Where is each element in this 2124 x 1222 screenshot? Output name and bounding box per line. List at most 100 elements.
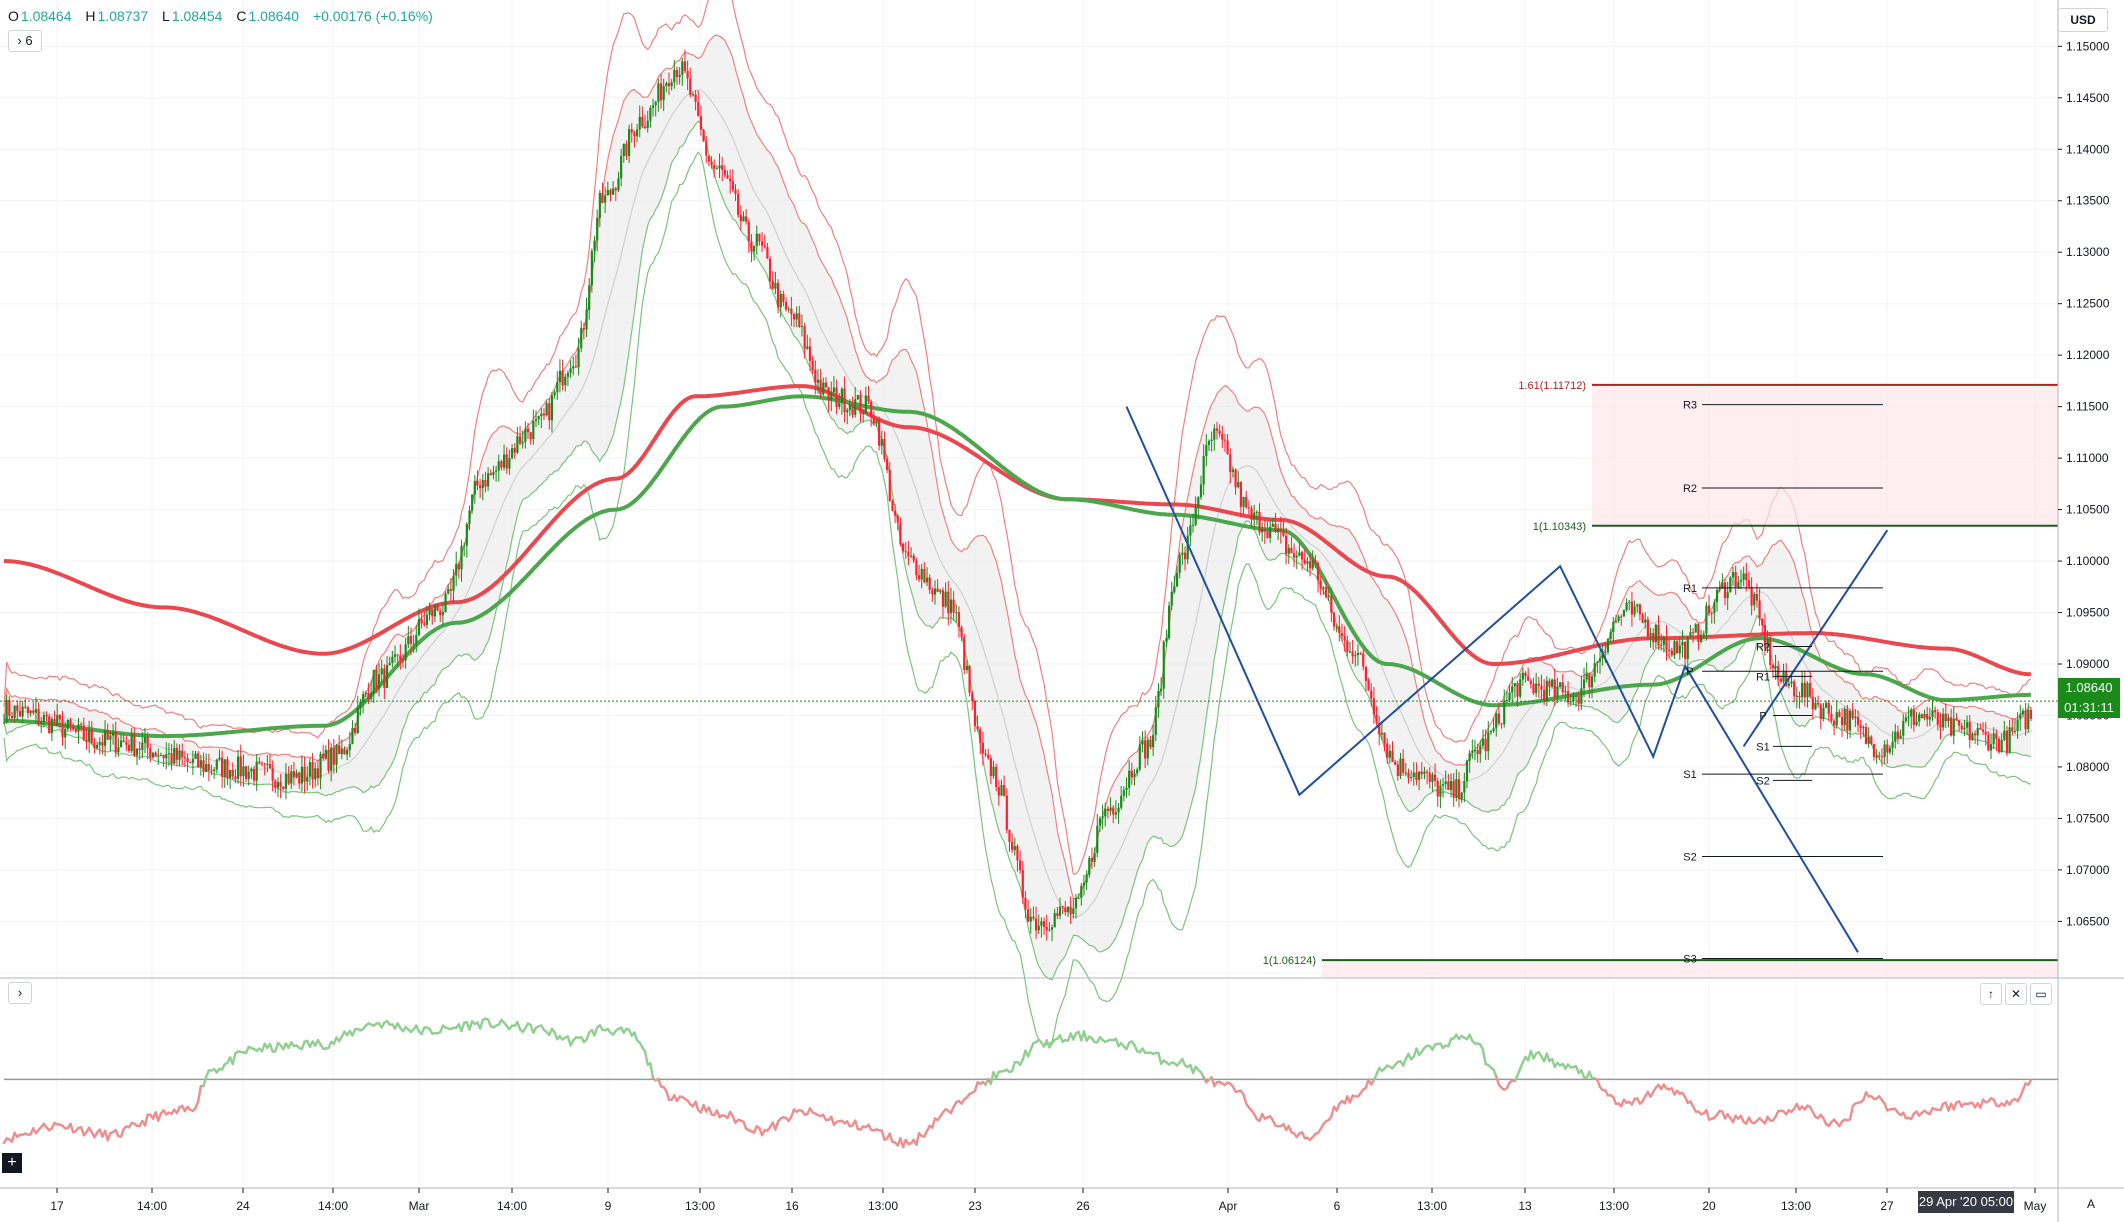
candle (497, 454, 500, 482)
candle (487, 467, 490, 491)
candle-body (1013, 846, 1016, 851)
candle (109, 731, 112, 752)
candle-body (1856, 716, 1860, 726)
candle (1745, 562, 1748, 592)
candle-body (18, 710, 22, 717)
candle-body (218, 757, 221, 760)
candle-body (1771, 664, 1774, 669)
candle-body (290, 771, 293, 784)
candle-body (1378, 722, 1381, 735)
candle-body (862, 413, 865, 415)
rsi-segment (649, 1062, 655, 1080)
candle-body (1165, 638, 1168, 642)
candle (141, 732, 144, 759)
candle-body (612, 188, 615, 195)
candle-body (1040, 921, 1043, 926)
candle (761, 232, 764, 252)
candle-body (851, 404, 854, 415)
candle (1521, 667, 1524, 686)
candle-body (891, 500, 894, 511)
candle (646, 110, 649, 133)
candle-body (1077, 897, 1080, 899)
candle (1981, 721, 1985, 735)
candle (995, 763, 998, 792)
candle (1625, 598, 1628, 613)
candle-body (1125, 787, 1128, 791)
candle (596, 209, 599, 252)
candle (295, 769, 298, 779)
candle-body (1609, 632, 1612, 639)
candle (1415, 762, 1418, 786)
candle-body (114, 731, 117, 753)
indicators-toggle-button[interactable]: › 6 (8, 30, 42, 52)
candle-body (657, 83, 660, 102)
candle-body (1729, 577, 1732, 593)
candle-body (1689, 632, 1692, 637)
candle (1290, 536, 1293, 554)
candle-body (1274, 523, 1277, 532)
close-pane-button[interactable]: ✕ (2005, 983, 2027, 1005)
candle-body (1886, 744, 1889, 753)
candle-body (917, 575, 921, 580)
candle-body (130, 733, 133, 751)
candle (122, 733, 125, 743)
candle (925, 567, 929, 587)
candle (917, 564, 921, 583)
time-tick-label: 13:00 (868, 1199, 898, 1213)
candle (1455, 769, 1458, 802)
candle (1644, 612, 1647, 629)
price-axis: 1.150001.145001.140001.135001.130001.125… (2058, 39, 2110, 928)
candle-body (197, 753, 200, 768)
candle-body (300, 766, 304, 784)
rsi-segment (643, 1050, 649, 1066)
candle (2011, 717, 2014, 736)
candle (1939, 712, 1942, 740)
candle (189, 761, 192, 764)
candle-body (1532, 684, 1535, 694)
candle (1950, 708, 1953, 737)
candle (1715, 587, 1719, 612)
candle-body (516, 436, 519, 453)
candle (1021, 861, 1024, 904)
currency-badge[interactable]: USD (2058, 8, 2108, 32)
candle-body (510, 448, 514, 458)
candle (1973, 730, 1977, 744)
candle-body (894, 510, 897, 516)
candle-body (691, 94, 695, 96)
candle (822, 377, 825, 396)
candle-body (441, 612, 444, 616)
add-button[interactable]: + (2, 1153, 22, 1173)
maximize-pane-button[interactable]: ▭ (2030, 983, 2052, 1005)
candle-body (157, 755, 160, 757)
subpane-expand-button[interactable]: › (8, 982, 32, 1004)
rsi-segment (1242, 1093, 1248, 1105)
candle (1548, 678, 1551, 697)
candle (8, 696, 11, 721)
candle (1407, 768, 1410, 784)
candle-body (1263, 529, 1266, 532)
candle (1183, 546, 1187, 571)
candle (1859, 719, 1862, 739)
candle-body (1287, 547, 1290, 554)
candle-body (1056, 913, 1059, 916)
candle-body (1492, 728, 1495, 732)
candle-body (279, 782, 282, 787)
candle (1112, 805, 1115, 824)
price-tick-label: 1.07500 (2066, 811, 2110, 825)
candle-body (784, 301, 788, 310)
candle (298, 771, 301, 789)
arrow-up-icon: ↑ (1988, 987, 1994, 1001)
candle (508, 449, 511, 475)
candle-body (1096, 825, 1099, 853)
candle-body (1524, 672, 1527, 677)
candle (1527, 667, 1530, 681)
candle (691, 91, 695, 97)
candle-body (487, 473, 490, 487)
candle (242, 754, 245, 787)
auto-scale-button[interactable]: A (2086, 1197, 2095, 1211)
move-pane-up-button[interactable]: ↑ (1980, 983, 2002, 1005)
candle-body (1880, 756, 1884, 758)
candle (710, 156, 713, 169)
candle-body (1854, 716, 1857, 719)
